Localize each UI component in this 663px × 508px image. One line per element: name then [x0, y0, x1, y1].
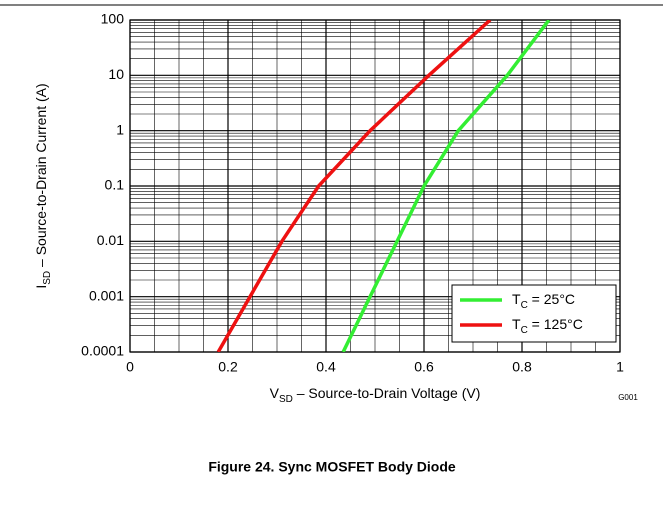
x-axis-label-sub: SD	[279, 394, 293, 405]
x-axis-label-base: V	[270, 385, 280, 401]
legend-label-base: T	[512, 291, 521, 307]
y-axis-label-sub: SD	[42, 271, 53, 285]
legend-label-rest: = 125°C	[528, 316, 583, 332]
x-tick-label: 0.4	[316, 359, 336, 375]
legend-box	[451, 284, 617, 343]
series-line	[341, 20, 551, 352]
y-tick-label: 0.01	[97, 232, 124, 248]
y-tick-label: 0.1	[105, 177, 125, 193]
y-axis-label-rest: – Source-to-Drain Current (A)	[33, 83, 49, 271]
series-line	[216, 20, 492, 352]
x-tick-label: 1	[616, 359, 624, 375]
y-axis-label: ISD – Source-to-Drain Current (A)	[33, 83, 53, 288]
y-tick-label: 0.0001	[81, 343, 124, 359]
y-tick-label: 10	[108, 66, 124, 82]
y-tick-label: 1	[116, 121, 124, 137]
y-axis-label-base: I	[33, 285, 49, 289]
x-tick-label: 0.2	[218, 359, 238, 375]
x-axis-label: VSD – Source-to-Drain Voltage (V)	[270, 385, 481, 405]
legend-label: TC = 125°C	[512, 316, 583, 336]
figure-code: G001	[618, 393, 638, 402]
x-tick-label: 0.6	[414, 359, 434, 375]
legend-label-sub: C	[521, 300, 528, 311]
x-axis-label-rest: – Source-to-Drain Voltage (V)	[293, 385, 481, 401]
legend-label-sub: C	[521, 325, 528, 336]
legend-label-base: T	[512, 316, 521, 332]
y-tick-label: 0.001	[89, 287, 124, 303]
x-tick-label: 0	[126, 359, 134, 375]
legend-label: TC = 25°C	[512, 291, 575, 311]
y-tick-label: 100	[101, 11, 125, 27]
caption: Figure 24. Sync MOSFET Body Diode	[208, 459, 456, 475]
x-tick-label: 0.8	[512, 359, 532, 375]
legend-label-rest: = 25°C	[528, 291, 575, 307]
plot-frame	[129, 19, 621, 353]
